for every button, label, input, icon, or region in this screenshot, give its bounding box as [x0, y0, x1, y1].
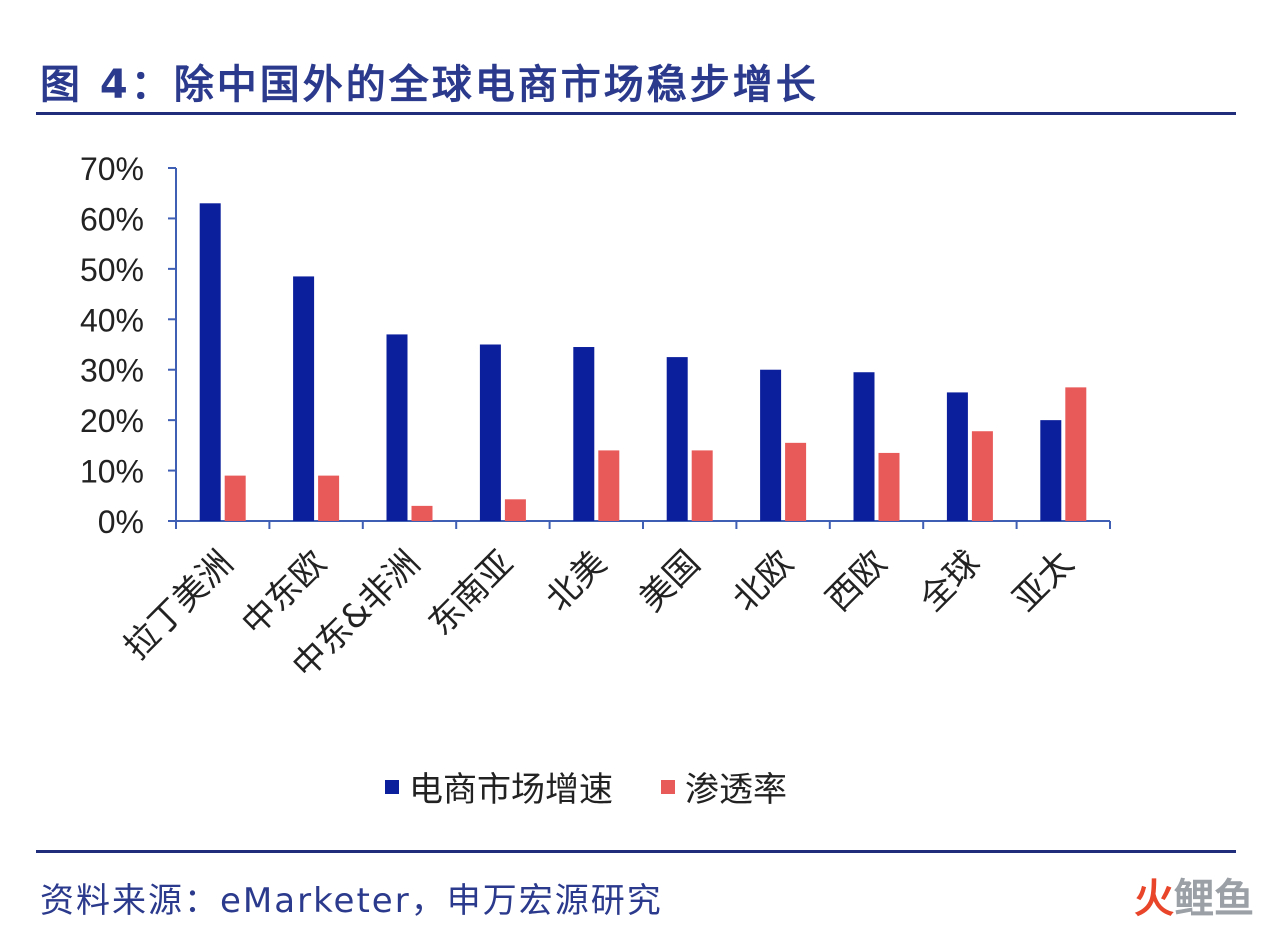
y-tick-label: 10% — [80, 454, 144, 490]
x-tick-label: 美国 — [632, 543, 708, 619]
x-tick-label: 亚太 — [1005, 543, 1081, 619]
source-rule — [36, 850, 1236, 853]
y-tick-label: 50% — [80, 252, 144, 288]
bar-growth — [293, 276, 315, 521]
y-tick-label: 70% — [80, 151, 144, 187]
bar-penetration — [411, 505, 433, 521]
bar-penetration — [1065, 387, 1087, 521]
bar-penetration — [691, 450, 713, 521]
bar-penetration — [598, 450, 620, 521]
legend-swatch-penetration — [661, 779, 675, 794]
x-tick-label: 拉丁美洲 — [117, 543, 241, 667]
x-tick-label: 西欧 — [818, 543, 894, 619]
legend-label-penetration: 渗透率 — [685, 770, 787, 810]
bar-growth — [666, 357, 688, 521]
bar-penetration — [878, 452, 900, 521]
bar-penetration — [318, 475, 340, 521]
bar-penetration — [785, 442, 807, 521]
x-tick-label: 全球 — [912, 543, 988, 619]
bar-growth — [946, 392, 968, 521]
bar-growth — [386, 334, 408, 521]
bar-growth — [573, 347, 595, 521]
y-tick-label: 40% — [80, 302, 144, 338]
bar-penetration — [224, 475, 246, 521]
legend: 电商市场增速 渗透率 — [385, 762, 787, 811]
bar-growth — [199, 203, 221, 522]
bar-growth — [853, 372, 875, 521]
legend-item-growth: 电商市场增速 — [385, 762, 613, 811]
bar-penetration — [504, 499, 526, 521]
bar-growth — [479, 344, 501, 521]
x-tick-label: 东南亚 — [421, 543, 521, 643]
x-tick-label: 北欧 — [725, 543, 801, 619]
bar-penetration — [971, 431, 993, 521]
chart-title: 图 4：除中国外的全球电商市场稳步增长 — [40, 62, 819, 108]
legend-label-growth: 电商市场增速 — [409, 770, 613, 810]
source-note: 资料来源：eMarketer，申万宏源研究 — [40, 881, 663, 921]
y-tick-label: 30% — [80, 353, 144, 389]
bar-growth — [1040, 420, 1062, 521]
bar-growth — [760, 369, 782, 521]
x-tick-label: 北美 — [538, 543, 614, 619]
watermark-logo: 火鲤鱼 — [1134, 876, 1254, 922]
title-rule — [36, 112, 1236, 115]
y-tick-label: 0% — [98, 504, 144, 540]
y-tick-label: 20% — [80, 403, 144, 439]
legend-swatch-growth — [385, 779, 399, 794]
legend-item-penetration: 渗透率 — [661, 762, 787, 811]
y-tick-label: 60% — [80, 201, 144, 237]
